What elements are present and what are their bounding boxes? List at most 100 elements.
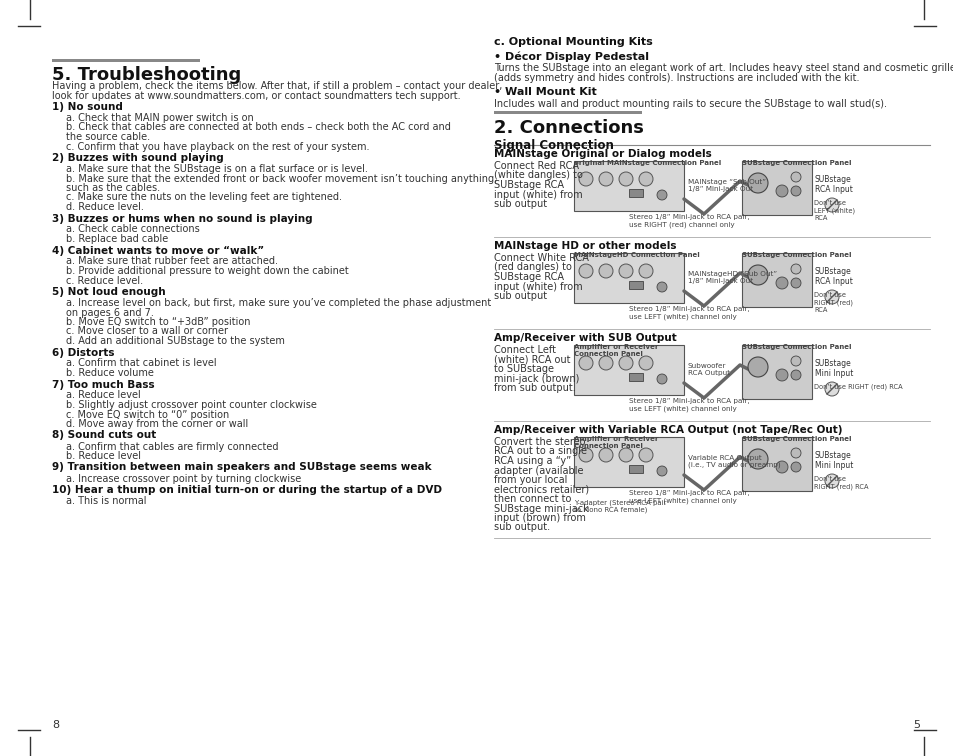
- Text: to SUBstage: to SUBstage: [494, 364, 554, 374]
- Text: 2. Connections: 2. Connections: [494, 119, 643, 137]
- Text: Variable RCA Output
(i.e., TV audio or preamp): Variable RCA Output (i.e., TV audio or p…: [687, 455, 780, 469]
- Circle shape: [824, 382, 838, 396]
- Text: SUBstage
Mini Input: SUBstage Mini Input: [814, 451, 853, 470]
- Text: mini-jack (brown): mini-jack (brown): [494, 373, 578, 383]
- Text: d. Add an additional SUBstage to the system: d. Add an additional SUBstage to the sys…: [66, 336, 285, 346]
- Circle shape: [790, 172, 801, 182]
- Circle shape: [639, 172, 652, 186]
- Text: a. Confirm that cables are firmly connected: a. Confirm that cables are firmly connec…: [66, 442, 278, 451]
- Text: c. Move closer to a wall or corner: c. Move closer to a wall or corner: [66, 327, 228, 336]
- Text: Don’t use
RIGHT (red) RCA: Don’t use RIGHT (red) RCA: [813, 476, 867, 489]
- Text: Stereo 1/8” Mini-jack to RCA pair,
use LEFT (white) channel only: Stereo 1/8” Mini-jack to RCA pair, use L…: [628, 306, 749, 320]
- Text: b. Move EQ switch to “+3dB” position: b. Move EQ switch to “+3dB” position: [66, 317, 251, 327]
- Text: SUBstage
Mini Input: SUBstage Mini Input: [814, 359, 853, 379]
- Text: SUBstage
RCA Input: SUBstage RCA Input: [814, 267, 852, 287]
- Text: 5. Troubleshooting: 5. Troubleshooting: [52, 66, 241, 84]
- Text: Amplifier or Receiver
Connection Panel: Amplifier or Receiver Connection Panel: [574, 344, 658, 357]
- Text: electronics retailer): electronics retailer): [494, 485, 589, 494]
- Circle shape: [578, 172, 593, 186]
- Circle shape: [639, 356, 652, 370]
- Text: from sub output.: from sub output.: [494, 383, 576, 393]
- Text: MAINstageHD “Sub Out”
1/8” Mini-jack Out: MAINstageHD “Sub Out” 1/8” Mini-jack Out: [687, 271, 777, 284]
- Text: a. Check that MAIN power switch is on: a. Check that MAIN power switch is on: [66, 113, 253, 123]
- Bar: [741, 161, 811, 215]
- Text: a. Make sure that the SUBstage is on a flat surface or is level.: a. Make sure that the SUBstage is on a f…: [66, 164, 368, 174]
- Text: • Wall Mount Kit: • Wall Mount Kit: [494, 87, 597, 97]
- Circle shape: [657, 374, 666, 384]
- Text: Stereo 1/8” Mini-jack to RCA pair,
use RIGHT (red) channel only: Stereo 1/8” Mini-jack to RCA pair, use R…: [628, 214, 749, 228]
- Bar: [741, 437, 811, 491]
- Text: input (brown) from: input (brown) from: [494, 513, 585, 523]
- Text: c. Move EQ switch to “0” position: c. Move EQ switch to “0” position: [66, 410, 229, 420]
- Text: Connect Red RCA: Connect Red RCA: [494, 161, 578, 171]
- Circle shape: [598, 356, 613, 370]
- Text: 1) No sound: 1) No sound: [52, 102, 123, 112]
- Circle shape: [790, 448, 801, 458]
- Text: SUBstage mini-jack: SUBstage mini-jack: [494, 503, 588, 513]
- Circle shape: [618, 172, 633, 186]
- Text: Amplifier or Receiver
Connection Panel: Amplifier or Receiver Connection Panel: [574, 436, 658, 449]
- Text: a. Check cable connections: a. Check cable connections: [66, 225, 199, 234]
- Circle shape: [775, 185, 787, 197]
- Text: a. Confirm that cabinet is level: a. Confirm that cabinet is level: [66, 358, 216, 368]
- Text: (red dangles) to: (red dangles) to: [494, 262, 571, 272]
- Bar: [628, 281, 642, 289]
- Text: MAINstage HD or other models: MAINstage HD or other models: [494, 241, 676, 251]
- Circle shape: [824, 290, 838, 304]
- Text: (white dangles) to: (white dangles) to: [494, 171, 582, 181]
- Bar: [574, 253, 683, 303]
- Circle shape: [747, 357, 767, 377]
- Text: 5: 5: [912, 720, 919, 730]
- Text: sub output: sub output: [494, 291, 547, 301]
- Circle shape: [775, 461, 787, 473]
- Text: original MAINstage Connection Panel: original MAINstage Connection Panel: [574, 160, 720, 166]
- Text: such as the cables.: such as the cables.: [66, 183, 160, 193]
- Text: sub output: sub output: [494, 199, 547, 209]
- Bar: [574, 437, 683, 487]
- Text: b. Provide additional pressure to weight down the cabinet: b. Provide additional pressure to weight…: [66, 266, 349, 276]
- Text: 3) Buzzes or hums when no sound is playing: 3) Buzzes or hums when no sound is playi…: [52, 213, 313, 224]
- Text: input (white) from: input (white) from: [494, 281, 582, 292]
- Text: then connect to: then connect to: [494, 494, 571, 504]
- Text: the source cable.: the source cable.: [66, 132, 150, 142]
- Bar: [741, 253, 811, 307]
- Text: on pages 6 and 7.: on pages 6 and 7.: [66, 308, 153, 318]
- Circle shape: [657, 466, 666, 476]
- Text: a. Reduce level: a. Reduce level: [66, 391, 141, 401]
- Bar: [574, 345, 683, 395]
- Circle shape: [598, 172, 613, 186]
- Circle shape: [775, 277, 787, 289]
- Circle shape: [657, 190, 666, 200]
- Text: from your local: from your local: [494, 475, 567, 485]
- Text: a. Make sure that rubber feet are attached.: a. Make sure that rubber feet are attach…: [66, 256, 277, 267]
- Circle shape: [790, 186, 801, 196]
- Text: Y-adapter (Stereo RCA pair
to Mono RCA female): Y-adapter (Stereo RCA pair to Mono RCA f…: [574, 499, 666, 513]
- Text: 4) Cabinet wants to move or “walk”: 4) Cabinet wants to move or “walk”: [52, 246, 264, 256]
- Text: 8: 8: [52, 720, 59, 730]
- Text: SUBstage RCA: SUBstage RCA: [494, 272, 563, 282]
- Text: Stereo 1/8” Mini-jack to RCA pair,
use LEFT (white) channel only: Stereo 1/8” Mini-jack to RCA pair, use L…: [628, 398, 749, 411]
- Circle shape: [657, 282, 666, 292]
- Bar: [628, 189, 642, 197]
- Text: look for updates at www.soundmatters.com, or contact soundmatters tech support.: look for updates at www.soundmatters.com…: [52, 91, 460, 101]
- Circle shape: [824, 198, 838, 212]
- Circle shape: [598, 264, 613, 278]
- Text: c. Make sure the nuts on the leveling feet are tightened.: c. Make sure the nuts on the leveling fe…: [66, 193, 341, 203]
- Text: 10) Hear a thump on initial turn-on or during the startup of a DVD: 10) Hear a thump on initial turn-on or d…: [52, 485, 441, 495]
- Bar: [574, 161, 683, 211]
- Text: a. Increase crossover point by turning clockwise: a. Increase crossover point by turning c…: [66, 473, 301, 484]
- Text: 5) Not loud enough: 5) Not loud enough: [52, 287, 166, 297]
- Circle shape: [639, 264, 652, 278]
- Text: c. Confirm that you have playback on the rest of your system.: c. Confirm that you have playback on the…: [66, 141, 369, 151]
- Text: Includes wall and product mounting rails to secure the SUBstage to wall stud(s).: Includes wall and product mounting rails…: [494, 99, 886, 109]
- Circle shape: [790, 278, 801, 288]
- Bar: [52, 59, 200, 62]
- Text: Signal Connection: Signal Connection: [494, 139, 613, 152]
- Text: b. Replace bad cable: b. Replace bad cable: [66, 234, 168, 244]
- Circle shape: [790, 462, 801, 472]
- Text: 8) Sound cuts out: 8) Sound cuts out: [52, 430, 156, 441]
- Circle shape: [618, 264, 633, 278]
- Bar: [494, 111, 641, 114]
- Text: Subwoofer
RCA Output: Subwoofer RCA Output: [687, 363, 729, 376]
- Text: SUBstage
RCA Input: SUBstage RCA Input: [814, 175, 852, 194]
